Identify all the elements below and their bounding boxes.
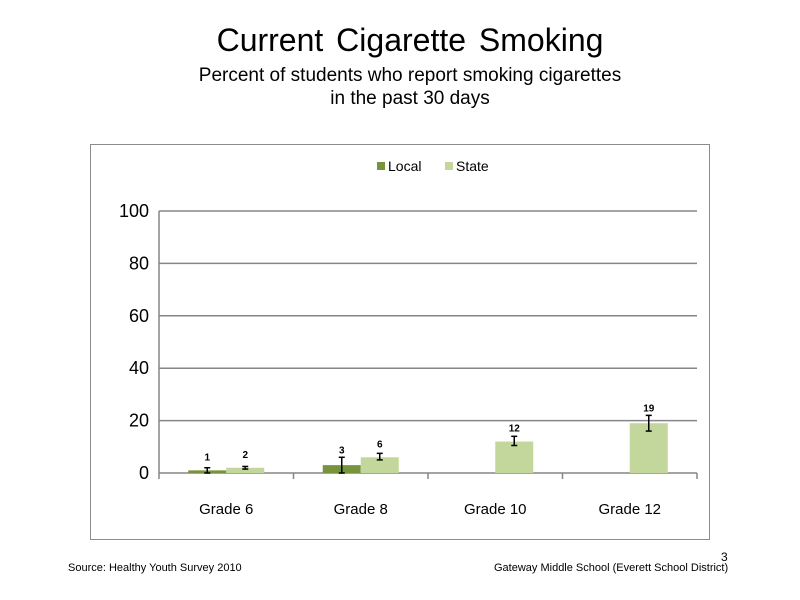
x-tick-label: Grade 6 bbox=[199, 501, 253, 518]
legend: Local State bbox=[377, 158, 489, 174]
data-label: 19 bbox=[643, 403, 655, 414]
y-tick-label: 20 bbox=[129, 411, 149, 431]
data-labels: 1 3 2 6 12 19 bbox=[204, 403, 654, 463]
data-label: 2 bbox=[242, 450, 248, 461]
y-tick-label: 100 bbox=[119, 201, 149, 221]
legend-label-state: State bbox=[456, 158, 489, 174]
bar-state bbox=[360, 457, 399, 473]
y-tick-label: 60 bbox=[129, 306, 149, 326]
x-tick-label: Grade 10 bbox=[464, 501, 527, 518]
data-label: 1 bbox=[204, 452, 210, 463]
legend-swatch-state bbox=[445, 162, 453, 170]
chart-frame: Local State 0 20 40 60 80 100 Grade 6 Grade 8 Gr… bbox=[90, 144, 710, 540]
page-number: 3 bbox=[721, 550, 728, 564]
data-label: 12 bbox=[509, 424, 521, 435]
subtitle-line-2: in the past 30 days bbox=[330, 88, 490, 109]
x-tick-label: Grade 8 bbox=[334, 501, 388, 518]
bar-state bbox=[226, 467, 265, 473]
school-name: Gateway Middle School (Everett School Di… bbox=[494, 562, 729, 574]
x-tick-label: Grade 12 bbox=[598, 501, 661, 518]
y-tick-label: 80 bbox=[129, 253, 149, 273]
bars bbox=[188, 423, 668, 473]
legend-swatch-local bbox=[377, 162, 385, 170]
slide-subtitle: Percent of students who report smoking c… bbox=[0, 64, 800, 110]
data-label: 6 bbox=[377, 439, 383, 450]
error-bars bbox=[204, 414, 652, 474]
slide-title: Current Cigarette Smoking bbox=[216, 22, 604, 58]
subtitle-line-1: Percent of students who report smoking c… bbox=[198, 65, 622, 86]
y-tick-label: 40 bbox=[129, 358, 149, 378]
legend-label-local: Local bbox=[388, 158, 421, 174]
data-label: 3 bbox=[339, 445, 345, 456]
source-note: Source: Healthy Youth Survey 2010 bbox=[68, 562, 242, 574]
y-tick-label: 0 bbox=[139, 463, 149, 483]
y-axis: 0 20 40 60 80 100 bbox=[119, 201, 160, 483]
bar-state bbox=[495, 441, 534, 473]
x-axis: Grade 6 Grade 8 Grade 10 Grade 12 bbox=[158, 472, 698, 518]
gridlines bbox=[159, 210, 697, 422]
